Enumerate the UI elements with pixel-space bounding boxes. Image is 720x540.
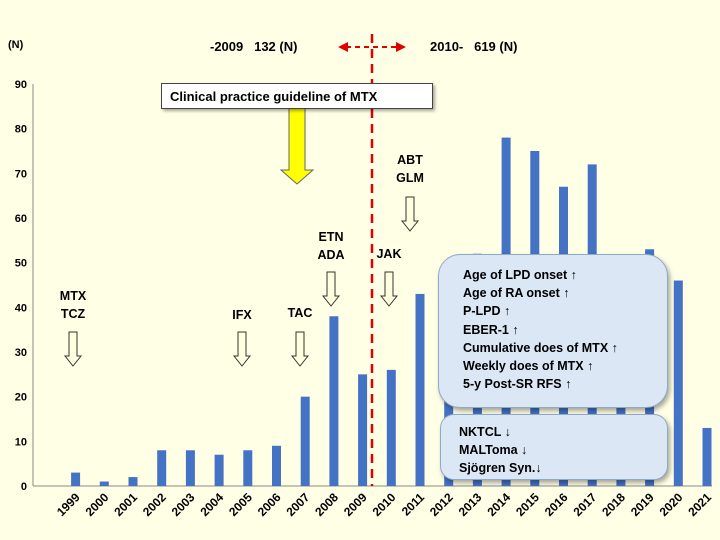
x-tick-label: 2001 [111, 490, 140, 519]
down-arrow-icon [232, 331, 252, 367]
bar-2005 [243, 450, 253, 486]
bar-2001 [128, 477, 138, 486]
y-tick-label: 40 [15, 302, 27, 314]
y-tick-label: 10 [15, 436, 27, 448]
bar-2004 [214, 454, 224, 486]
finding-increase-item: Age of RA onset ↑ [463, 286, 570, 301]
x-tick-label: 1999 [54, 490, 83, 519]
down-arrow-icon [379, 271, 399, 307]
finding-increase-item: Cumulative does of MTX ↑ [463, 340, 618, 355]
x-tick-label: 2020 [657, 490, 686, 519]
x-tick-label: 2007 [284, 490, 313, 519]
y-tick-label: 90 [15, 79, 27, 91]
y-tick-label: 60 [15, 213, 27, 225]
x-tick-label: 2005 [226, 490, 255, 519]
down-arrow-icon [63, 331, 83, 367]
drug-label: ADA [317, 248, 344, 262]
guideline-arrow-icon [279, 107, 315, 185]
y-tick-label: 50 [15, 258, 27, 270]
y-unit-label: (N) [8, 39, 24, 51]
arrow-right-icon [396, 42, 406, 52]
x-tick-label: 2002 [140, 490, 169, 519]
x-tick-label: 2019 [628, 490, 657, 519]
down-arrow-icon [321, 271, 341, 307]
x-tick-label: 2016 [542, 490, 571, 519]
y-tick-label: 30 [15, 347, 27, 359]
x-tick-label: 2000 [83, 490, 112, 519]
drug-label: MTX [60, 289, 87, 303]
findings-increase-box: Age of LPD onset ↑ Age of RA onset ↑ P-LPD… [438, 254, 668, 408]
y-tick-label: 70 [15, 168, 27, 180]
finding-increase-item: Weekly does of MTX ↑ [463, 359, 594, 374]
bar-2006 [272, 445, 281, 486]
drug-label: JAK [376, 247, 401, 261]
bar-2002 [157, 450, 167, 486]
finding-increase-item: Age of LPD onset ↑ [463, 268, 577, 282]
drug-label: GLM [396, 171, 424, 185]
era-right-count: 2010- 619 (N) [430, 39, 517, 54]
x-tick-label: 2003 [169, 490, 198, 519]
x-tick-label: 2012 [427, 490, 456, 519]
x-tick-label: 2011 [399, 490, 428, 519]
down-arrow-icon [400, 196, 420, 232]
x-tick-label: 2018 [599, 490, 628, 519]
x-tick-label: 2008 [312, 490, 341, 519]
era-divider [338, 34, 406, 486]
bar-2021 [702, 427, 712, 486]
finding-decrease-item: NKTCL ↓ [459, 425, 511, 439]
y-tick-label: 0 [21, 481, 27, 493]
findings-decrease-box: NKTCL ↓ MALToma ↓ Sjögren Syn.↓ [440, 414, 668, 480]
finding-decrease-item: Sjögren Syn.↓ [459, 461, 542, 476]
drug-label: TCZ [61, 307, 86, 321]
x-tick-label: 2013 [456, 490, 485, 519]
chart-axes: 0 10 20 30 40 50 60 70 80 90 [15, 79, 712, 493]
bar-2011 [415, 293, 425, 486]
x-tick-label: 2010 [370, 490, 399, 519]
finding-increase-item: P-LPD ↑ [463, 304, 511, 319]
x-tick-label: 2015 [513, 490, 542, 519]
bar-2009 [358, 374, 368, 486]
arrow-left-icon [338, 42, 348, 52]
finding-increase-item: 5-y Post-SR RFS ↑ [463, 377, 572, 392]
bar-2020 [673, 280, 683, 486]
era-left-count: -2009 132 (N) [210, 39, 297, 54]
drug-label: ETN [319, 230, 344, 244]
bar-2003 [185, 450, 195, 486]
x-tick-label: 2017 [571, 490, 600, 519]
x-tick-label: 2006 [255, 490, 284, 519]
finding-decrease-item: MALToma ↓ [459, 443, 528, 458]
x-tick-label: 2014 [484, 490, 513, 519]
x-tick-label: 2021 [685, 490, 714, 519]
down-arrow-icon [290, 331, 310, 367]
guideline-label: Clinical practice guideline of MTX [161, 83, 433, 109]
drug-label: IFX [232, 308, 252, 322]
x-tick-label: 2009 [341, 490, 370, 519]
y-tick-label: 20 [15, 392, 27, 404]
bar-2010 [386, 369, 396, 486]
finding-increase-item: EBER-1 ↑ [463, 322, 519, 337]
drug-label: ABT [397, 153, 423, 167]
x-tick-label: 2004 [197, 490, 226, 519]
y-tick-label: 80 [15, 124, 27, 136]
bar-2000 [99, 481, 109, 486]
drug-label: TAC [288, 306, 313, 320]
bar-2007 [300, 396, 310, 486]
bar-2008 [329, 316, 339, 486]
drug-annotations: MTX TCZ IFX TAC ETN ADA JAK ABT GLM [60, 153, 424, 367]
bar-1999 [71, 472, 81, 486]
